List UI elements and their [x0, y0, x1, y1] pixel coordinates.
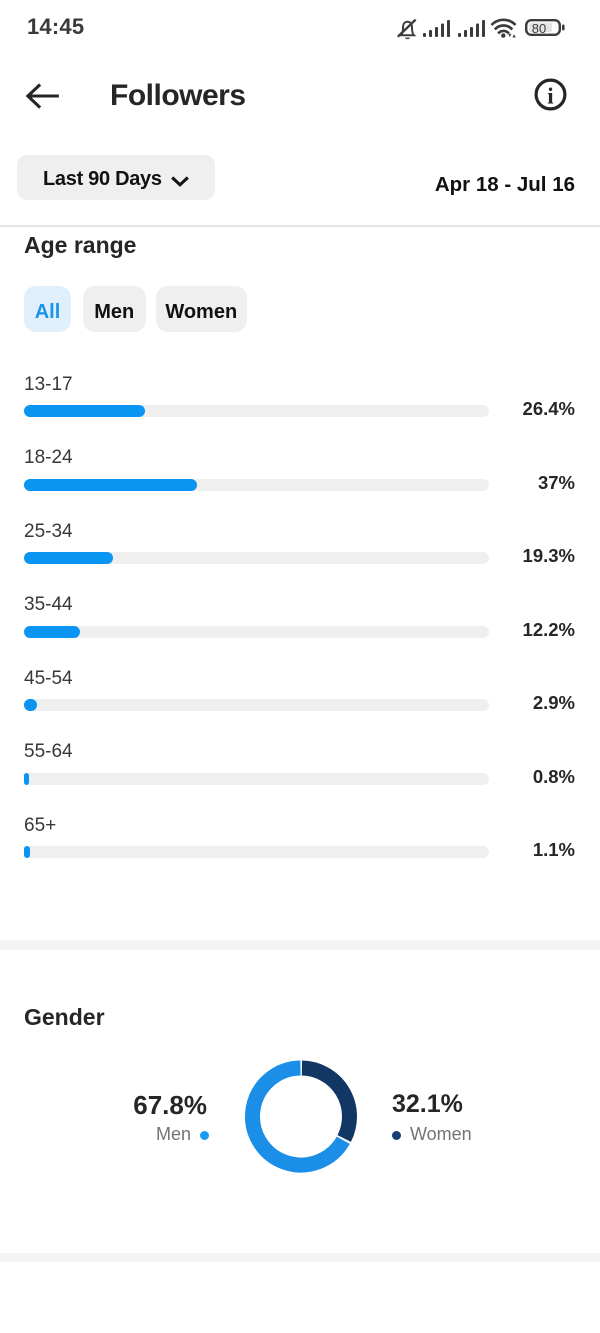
svg-text:i: i: [547, 84, 554, 109]
